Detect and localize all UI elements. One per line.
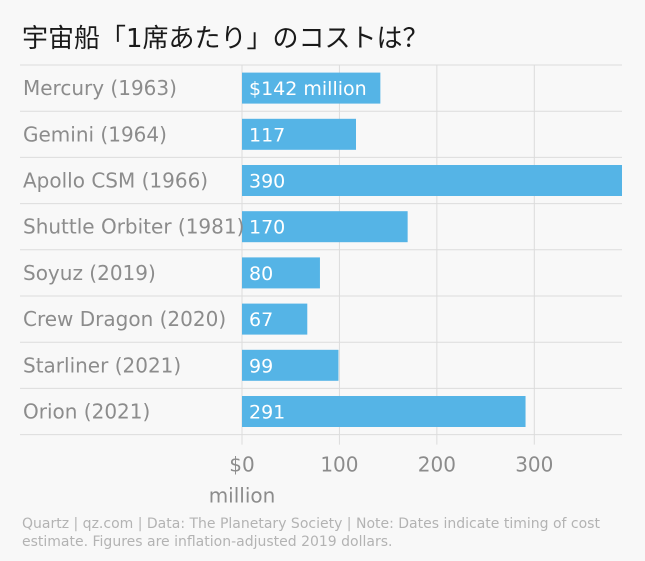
bar	[242, 72, 381, 104]
bar-value-label: 80	[249, 263, 273, 285]
bar-chart: Mercury (1963) $142 million Gemini (1964) 1…	[20, 64, 622, 508]
bar	[242, 349, 339, 381]
bar	[242, 257, 320, 289]
bar	[242, 303, 308, 335]
x-tick-label: 200	[418, 453, 456, 477]
category-label: Gemini (1964)	[23, 122, 167, 146]
category-label: Mercury (1963)	[23, 76, 177, 100]
bar-value-label: $142 million	[249, 78, 367, 100]
category-label: Shuttle Orbiter (1981)	[23, 215, 244, 239]
bar-value-label: 390	[249, 171, 285, 193]
x-tick-label: 300	[515, 453, 553, 477]
bar-value-label: 117	[249, 124, 285, 146]
bar	[242, 165, 622, 196]
bar-value-label: 67	[249, 309, 273, 331]
bar-value-label: 170	[249, 217, 285, 239]
category-label: Starliner (2021)	[23, 353, 181, 377]
source-note: Quartz | qz.com | Data: The Planetary So…	[22, 516, 600, 549]
bar	[242, 211, 408, 243]
bar-value-label: 99	[249, 355, 273, 377]
x-tick-label: 100	[320, 453, 358, 477]
category-label: Apollo CSM (1966)	[23, 169, 208, 193]
x-tick-label: million	[209, 484, 276, 508]
chart-title: 宇宙船「1席あたり」のコストは？	[22, 24, 429, 54]
category-label: Orion (2021)	[23, 400, 150, 424]
bar	[242, 396, 526, 427]
bar-value-label: 291	[249, 402, 285, 424]
bar	[242, 118, 356, 150]
x-tick-label: $0	[229, 453, 254, 477]
category-label: Crew Dragon (2020)	[23, 307, 226, 331]
category-label: Soyuz (2019)	[23, 261, 156, 285]
